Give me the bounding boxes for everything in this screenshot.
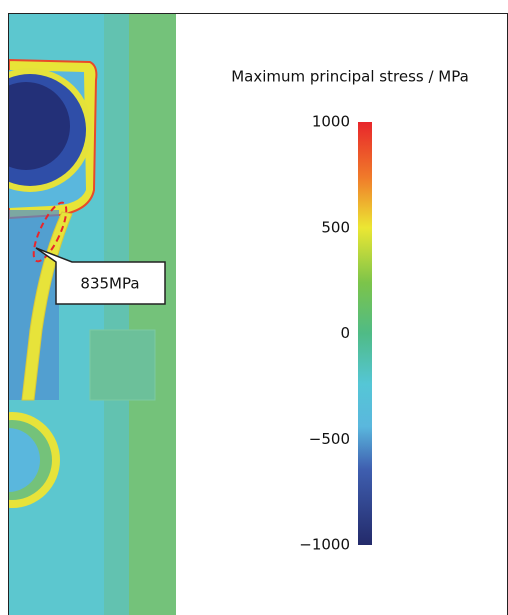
callout-label: 835MPa [80, 275, 139, 293]
stress-image [9, 14, 176, 615]
colorbar [358, 122, 372, 545]
colorbar-tick-label: 1000 [312, 113, 350, 131]
colorbar-title: Maximum principal stress / MPa [231, 68, 469, 86]
critical-zone [32, 201, 68, 263]
colorbar-tick-label: 0 [340, 324, 350, 342]
colorbar-tick-label: 500 [321, 218, 350, 236]
colorbar-tick-label: −1000 [299, 536, 350, 554]
colorbar-ticks: 1000 500 0 −500 −1000 [299, 113, 350, 554]
callout-box [35, 247, 166, 305]
colorbar-tick-label: −500 [309, 430, 350, 448]
